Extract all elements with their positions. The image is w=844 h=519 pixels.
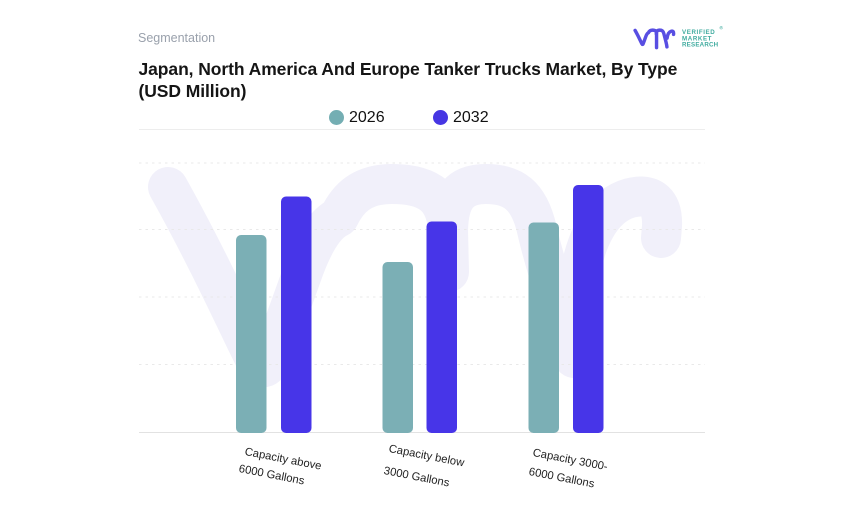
svg-text:VERIFIED: VERIFIED <box>682 29 715 36</box>
svg-text:MARKET: MARKET <box>682 35 712 42</box>
svg-text:RESEARCH: RESEARCH <box>682 42 719 49</box>
svg-text:®: ® <box>720 25 724 31</box>
